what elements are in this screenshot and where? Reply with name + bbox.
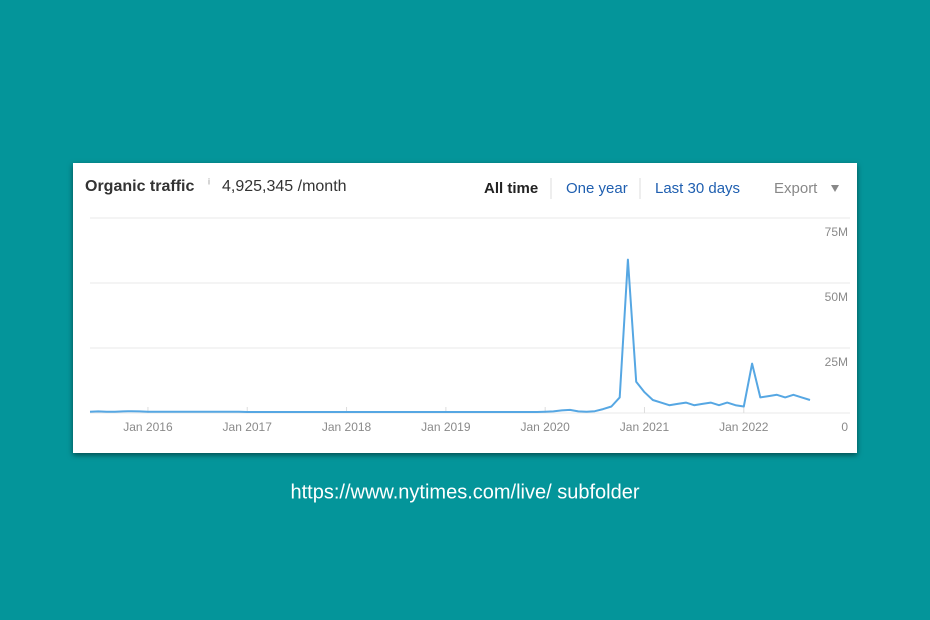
- summary: 4,925,345 /month: [222, 178, 347, 195]
- x-tick-label: Jan 2018: [322, 420, 372, 434]
- x-tick-label: Jan 2021: [620, 420, 670, 434]
- card: [73, 163, 857, 453]
- x-tick-label: Jan 2020: [520, 420, 570, 434]
- y-tick-label: 25M: [825, 355, 848, 369]
- x-tick-label: Jan 2017: [223, 420, 273, 434]
- y-tick-label: 50M: [825, 290, 848, 304]
- x-tick-label: Jan 2022: [719, 420, 769, 434]
- dropdown-arrow: [831, 185, 839, 192]
- range-button[interactable]: All time: [484, 180, 538, 197]
- y-tick-label: 75M: [825, 225, 848, 239]
- range-button[interactable]: Last 30 days: [655, 180, 740, 197]
- traffic-line: [89, 258, 811, 413]
- range-button[interactable]: One year: [566, 180, 628, 197]
- plot: 0 25M 50M 75M Jan 2016 Jan 2017 Jan 2018 Jan 20…: [89, 217, 850, 434]
- info-icon[interactable]: i: [208, 176, 210, 186]
- title: Organic traffic: [85, 178, 194, 195]
- x-tick-label: Jan 2019: [421, 420, 471, 434]
- caption: https://www.nytimes.com/live/ subfolder: [290, 481, 639, 503]
- x-tick-label: Jan 2016: [123, 420, 173, 434]
- export-button[interactable]: Export: [774, 180, 818, 197]
- y-tick-label: 0: [841, 420, 848, 434]
